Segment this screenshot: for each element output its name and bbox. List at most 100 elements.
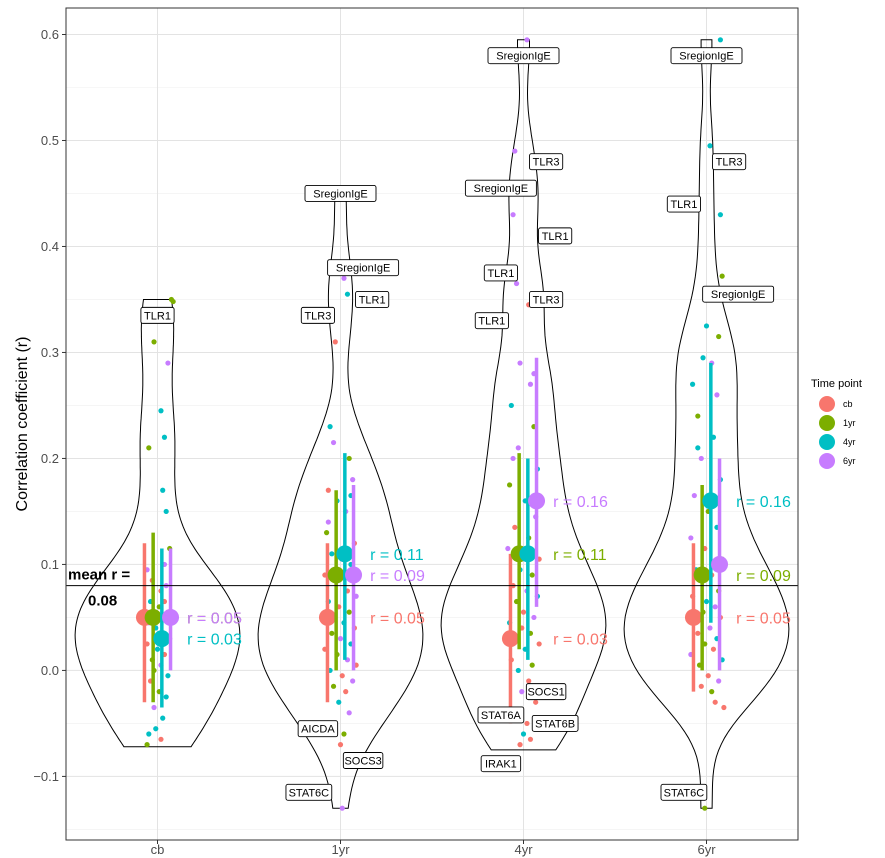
gene-label-box bbox=[480, 755, 522, 773]
gene-label-TLR3: TLR3 bbox=[533, 294, 560, 306]
data-point bbox=[529, 662, 535, 668]
y-tick-label: 0.4 bbox=[41, 239, 59, 254]
data-point bbox=[336, 699, 342, 705]
legend-label-4yr: 4yr bbox=[843, 437, 856, 447]
x-tick-label: 6yr bbox=[697, 842, 716, 857]
data-point bbox=[346, 455, 352, 462]
violin-6yr bbox=[623, 39, 790, 809]
data-point bbox=[691, 492, 697, 499]
legend-label-1yr: 1yr bbox=[843, 418, 856, 428]
data-point bbox=[526, 678, 532, 684]
gene-label-box bbox=[327, 259, 400, 277]
gene-label-SregionIgE: SregionIgE bbox=[679, 51, 733, 63]
r-label-1yr: r = 0.05 bbox=[187, 610, 242, 627]
gene-label-box bbox=[529, 153, 564, 171]
data-point bbox=[506, 482, 513, 488]
data-point bbox=[524, 37, 530, 43]
gene-label-TLR3: TLR3 bbox=[716, 157, 743, 169]
gene-label-box bbox=[487, 47, 560, 65]
gene-label-box bbox=[304, 185, 377, 202]
data-point bbox=[346, 710, 352, 716]
data-point bbox=[512, 524, 518, 530]
gene-label-TLR1: TLR1 bbox=[359, 294, 386, 306]
legend-label-cb: cb bbox=[843, 399, 853, 409]
data-point bbox=[346, 609, 352, 615]
gene-label-box bbox=[660, 783, 708, 801]
data-point bbox=[527, 736, 534, 742]
data-point bbox=[700, 355, 706, 361]
data-point bbox=[513, 280, 520, 287]
data-point bbox=[332, 339, 338, 345]
data-point bbox=[698, 455, 704, 462]
gene-label-SOCS1: SOCS1 bbox=[527, 687, 564, 699]
gene-label-box bbox=[531, 714, 579, 732]
data-point bbox=[705, 673, 711, 679]
legend-key-4yr bbox=[819, 434, 835, 450]
gene-label-SregionIgE: SregionIgE bbox=[336, 263, 390, 275]
data-point bbox=[695, 413, 701, 419]
data-point bbox=[339, 673, 345, 679]
mean-label-top: mean r = bbox=[68, 567, 130, 584]
data-point bbox=[154, 646, 161, 652]
mean-dot-4yr bbox=[519, 545, 537, 563]
data-point bbox=[343, 689, 349, 695]
data-point bbox=[702, 805, 708, 811]
gene-label-box bbox=[297, 720, 339, 738]
mean-dot-cb bbox=[684, 608, 702, 626]
data-point bbox=[151, 339, 157, 345]
data-point bbox=[719, 273, 725, 279]
data-point bbox=[158, 736, 164, 742]
data-point bbox=[716, 678, 722, 684]
data-point bbox=[341, 275, 347, 281]
data-point bbox=[163, 694, 169, 700]
data-point bbox=[160, 715, 166, 721]
gene-label-box bbox=[702, 285, 775, 303]
gene-label-box bbox=[529, 291, 564, 308]
data-point bbox=[505, 545, 511, 552]
r-label-4yr: r = 0.16 bbox=[736, 494, 791, 511]
r-label-1yr: r = 0.11 bbox=[553, 547, 607, 564]
data-point bbox=[329, 630, 335, 636]
data-point bbox=[337, 636, 344, 642]
r-label-4yr: r = 0.11 bbox=[370, 547, 424, 564]
data-point bbox=[695, 445, 701, 451]
mean-dot-6yr bbox=[162, 608, 180, 626]
mean-dot-6yr bbox=[345, 566, 363, 584]
grid bbox=[66, 8, 798, 840]
data-point bbox=[517, 742, 523, 748]
gene-label-STAT6B: STAT6B bbox=[535, 718, 575, 730]
mean-dot-cb bbox=[501, 630, 519, 648]
data-point bbox=[689, 381, 696, 387]
gene-label-box bbox=[474, 312, 509, 330]
r-label-6yr: r = 0.16 bbox=[553, 494, 608, 511]
data-point bbox=[536, 641, 542, 647]
violins bbox=[74, 39, 790, 809]
data-point bbox=[710, 646, 717, 652]
r-labels: r = 0.05 r = 0.03 r = 0.05 r = 0.05 r = 0.11… bbox=[187, 494, 791, 649]
data-point bbox=[531, 614, 537, 621]
y-tick-label: 0.0 bbox=[41, 663, 59, 678]
gene-label-SOCS3: SOCS3 bbox=[344, 756, 381, 768]
r-label-cb: r = 0.03 bbox=[553, 632, 608, 649]
data-point bbox=[350, 477, 356, 483]
data-point bbox=[146, 445, 152, 451]
mean-reference-label: mean r = 0.08 bbox=[68, 567, 130, 610]
mean-dot-6yr bbox=[711, 555, 729, 573]
y-tick-label: 0.2 bbox=[41, 451, 59, 466]
gene-label-box bbox=[300, 306, 335, 324]
data-point bbox=[508, 402, 514, 409]
data-point bbox=[529, 572, 535, 578]
data-point bbox=[165, 360, 171, 366]
data-point bbox=[341, 731, 347, 737]
data-point bbox=[329, 551, 335, 557]
data-point bbox=[520, 731, 527, 737]
data-point bbox=[327, 424, 333, 430]
gene-label-box bbox=[483, 264, 518, 282]
mean-dot-1yr bbox=[144, 608, 162, 626]
x-tick-label: 4yr bbox=[514, 842, 533, 857]
gene-label-box bbox=[140, 306, 175, 324]
y-tick-label: −0.1 bbox=[33, 769, 59, 784]
gene-labels: TLR1 SregionIgE SregionIgE TLR3 TLR1 AICDA SOC… bbox=[140, 47, 775, 801]
gene-label-TLR3: TLR3 bbox=[304, 310, 331, 322]
